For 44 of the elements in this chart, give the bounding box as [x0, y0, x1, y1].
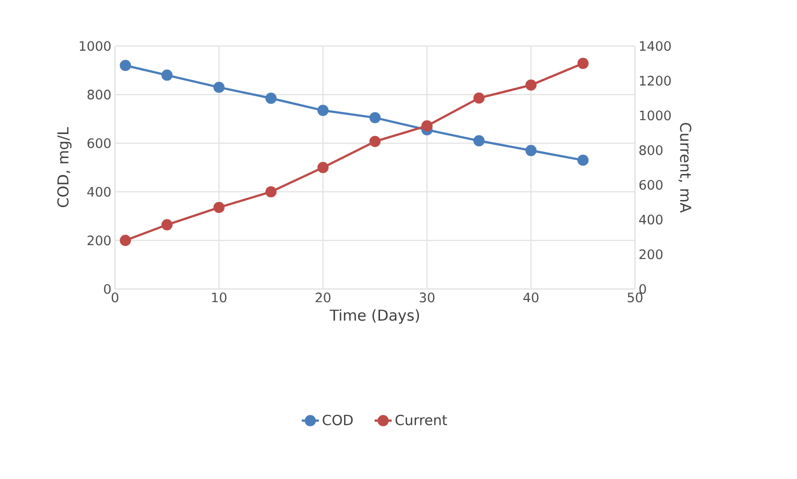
- y2-tick-label: 600: [639, 180, 662, 190]
- point: [473, 135, 485, 146]
- x-tick-label: 40: [523, 292, 538, 302]
- point: [577, 154, 589, 166]
- y-tick-label: 400: [87, 186, 111, 197]
- y2-tick-label: 1000: [640, 110, 671, 120]
- point: [120, 234, 131, 246]
- legend-label: COD: [322, 414, 353, 426]
- y-tick-label: 800: [88, 90, 111, 100]
- point: [317, 162, 329, 174]
- point: [317, 104, 329, 116]
- y-tick-label: 0: [104, 284, 111, 294]
- legend-label: Current: [396, 414, 448, 426]
- point: [525, 79, 537, 91]
- x-axis-title: Time (Days): [330, 309, 420, 324]
- y-tick-label: 200: [88, 235, 111, 246]
- point: [473, 92, 485, 104]
- point: [213, 82, 225, 93]
- x-tick-label: 10: [212, 292, 226, 302]
- point: [577, 58, 589, 69]
- point: [369, 112, 381, 124]
- point: [525, 144, 537, 156]
- y2-tick-label: 1200: [640, 76, 671, 86]
- y-tick-label: 1000: [80, 41, 111, 51]
- y-axis-title: COD, mg/L: [57, 127, 72, 208]
- x-tick-label: 0: [112, 292, 118, 302]
- point: [421, 120, 433, 132]
- point: [161, 219, 173, 230]
- point: [213, 202, 225, 214]
- y2-tick-label: 0: [639, 284, 646, 294]
- y2-tick-label: 400: [639, 214, 662, 224]
- y-tick-label: 600: [88, 138, 111, 148]
- x-tick-label: 20: [316, 292, 330, 302]
- point: [265, 186, 277, 198]
- y2-axis-title: Current, mA: [678, 122, 692, 213]
- point: [120, 60, 131, 72]
- y2-tick-label: 200: [639, 249, 662, 260]
- x-tick-label: 50: [628, 292, 642, 302]
- point: [265, 92, 277, 104]
- y2-tick-label: 800: [639, 145, 662, 156]
- point: [161, 70, 173, 81]
- point: [369, 136, 381, 148]
- y2-tick-label: 1400: [640, 41, 671, 51]
- x-tick-label: 30: [420, 292, 434, 302]
